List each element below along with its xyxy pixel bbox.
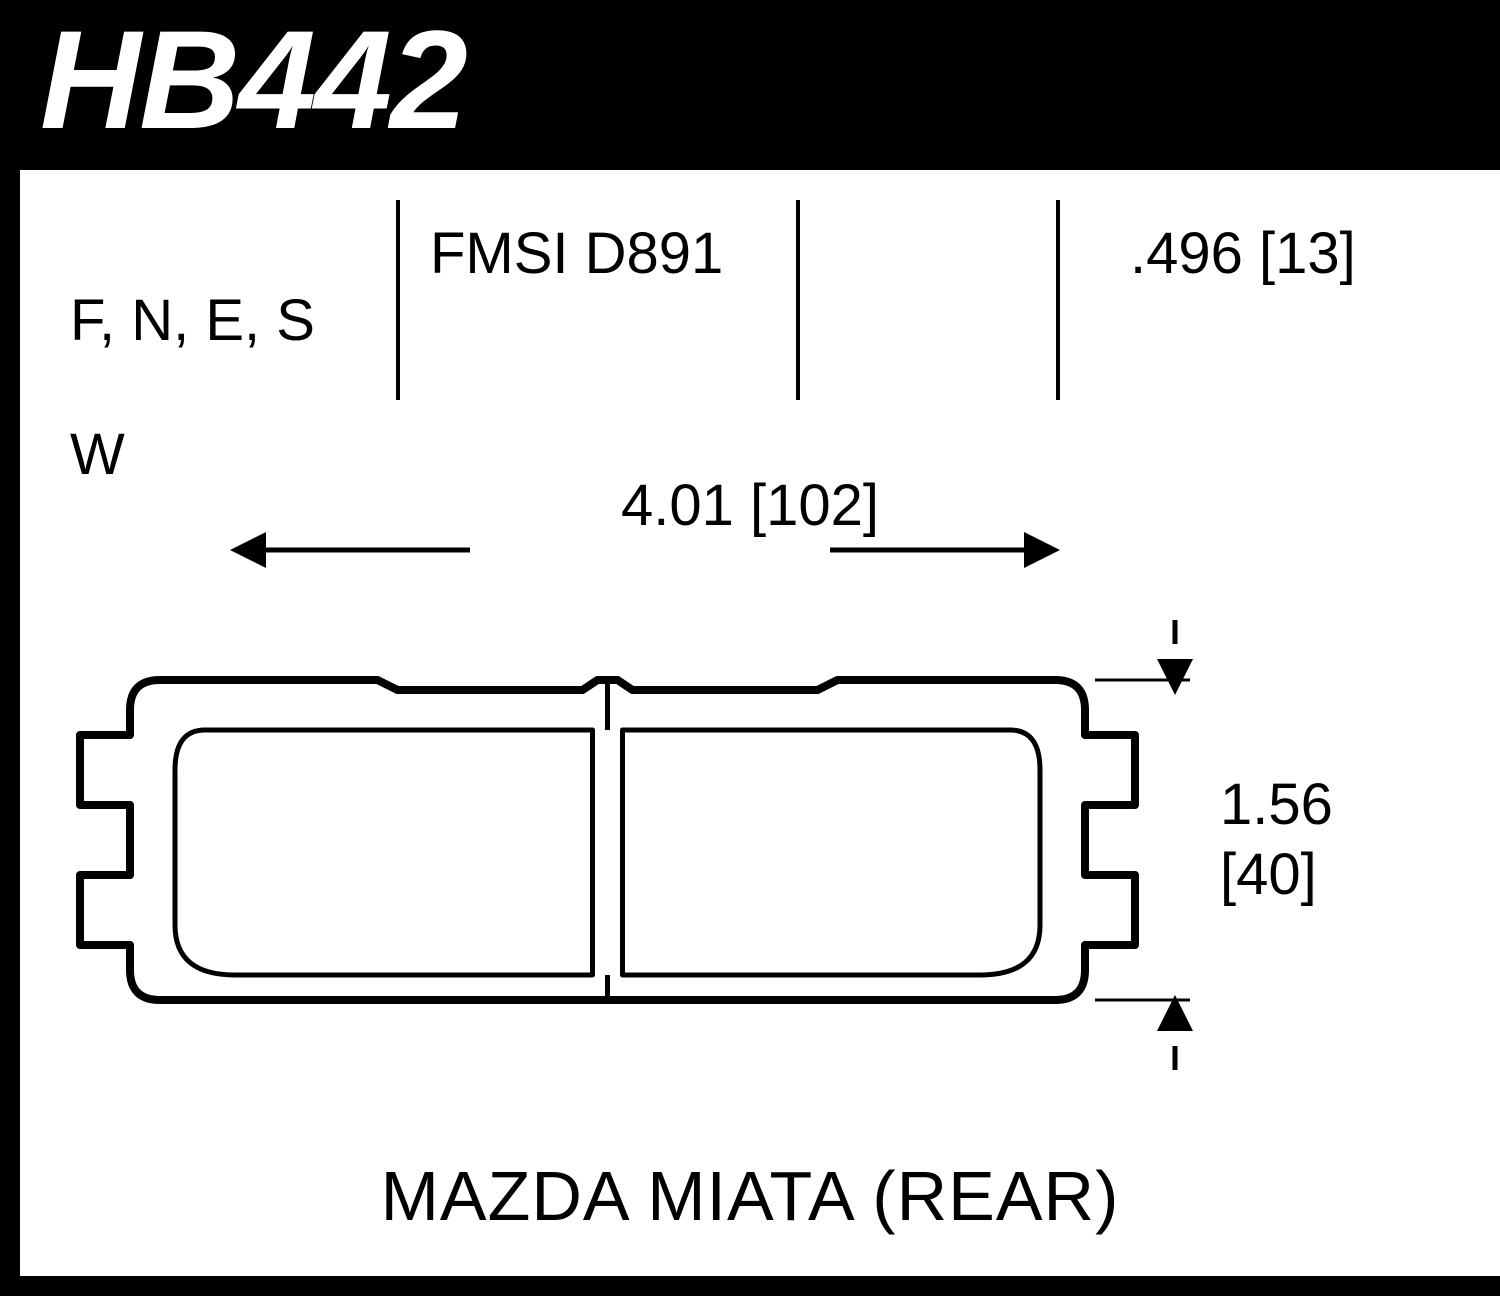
page-root: HB442 F, N, E, S W FMSI D891 .496 [13] 4… [0,0,1500,1296]
diagram-svg [0,0,1500,1296]
